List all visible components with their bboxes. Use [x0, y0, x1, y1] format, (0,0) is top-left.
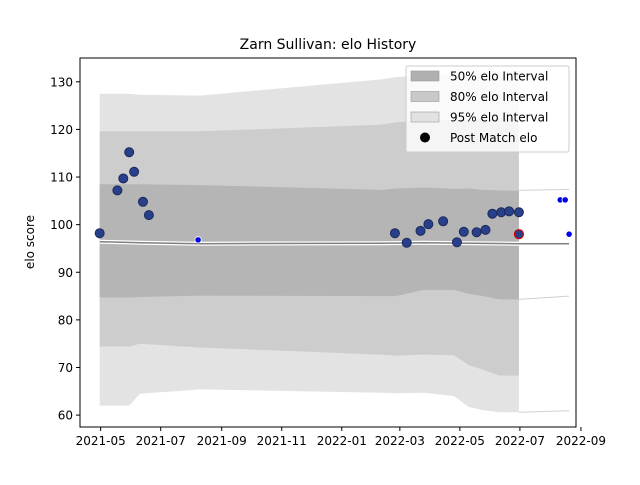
y-tick-label: 70 — [58, 361, 73, 375]
y-axis: 60 70 80 90 100 110 120 130 — [50, 75, 80, 423]
projection-line-p95-upper — [518, 188, 570, 191]
post-match-point — [137, 196, 148, 207]
x-tick-label: 2022-01 — [317, 434, 367, 448]
post-match-point — [129, 166, 140, 177]
legend-swatch — [410, 91, 440, 102]
mean-elo-line — [99, 241, 570, 245]
projection-line-p95-lower — [518, 410, 570, 413]
y-tick-label: 100 — [50, 218, 73, 232]
legend-marker — [420, 132, 430, 143]
post-match-point — [458, 226, 469, 237]
y-tick-label: 130 — [50, 75, 73, 89]
post-match-point — [415, 225, 426, 236]
x-tick-label: 2021-11 — [257, 434, 307, 448]
x-tick-label: 2022-07 — [495, 434, 545, 448]
post-match-point — [451, 237, 462, 248]
x-axis: 2021-05 2021-07 2021-09 2021-11 2022-01 2022-… — [76, 427, 606, 448]
post-match-point — [124, 147, 135, 158]
legend-label: 50% elo Interval — [450, 70, 548, 84]
legend-swatch — [410, 70, 440, 82]
last-match-point — [513, 229, 525, 240]
legend-box — [405, 65, 570, 153]
post-match-point — [143, 210, 154, 221]
y-tick-label: 60 — [58, 409, 73, 423]
chart-title: Zarn Sullivan: elo History — [240, 37, 417, 53]
post-match-point — [438, 216, 449, 227]
post-match-point — [401, 237, 412, 248]
legend: 50% elo Interval 80% elo Interval 95% elo … — [405, 65, 570, 153]
post-match-point — [112, 185, 123, 196]
legend-label: 80% elo Interval — [450, 90, 548, 104]
future-match-point — [561, 196, 569, 204]
x-tick-label: 2021-09 — [197, 434, 247, 448]
projection-line-p50-lower — [518, 295, 570, 300]
legend-swatch — [410, 111, 440, 123]
x-tick-label: 2022-09 — [556, 434, 606, 448]
y-tick-label: 80 — [58, 313, 73, 327]
x-tick-label: 2021-07 — [136, 434, 186, 448]
post-match-point — [480, 224, 491, 235]
plot-frame — [79, 57, 577, 428]
post-match-point — [389, 228, 400, 239]
legend-label: 95% elo Interval — [450, 111, 548, 125]
x-tick-label: 2022-03 — [375, 434, 425, 448]
post-match-point — [118, 173, 129, 184]
post-match-point — [471, 227, 482, 238]
x-tick-label: 2022-05 — [435, 434, 485, 448]
y-tick-label: 110 — [50, 171, 73, 185]
legend-label: Post Match elo — [450, 131, 537, 145]
future-match-point — [565, 230, 573, 238]
y-tick-label: 90 — [58, 266, 73, 280]
post-match-point — [423, 219, 434, 230]
post-match-point — [487, 208, 498, 219]
x-tick-label: 2021-05 — [76, 434, 126, 448]
post-match-point — [513, 207, 524, 218]
future-match-point — [194, 236, 202, 244]
y-tick-label: 120 — [50, 123, 73, 137]
post-match-point — [94, 228, 105, 239]
y-axis-label: elo score — [23, 215, 37, 269]
plot-area — [94, 70, 573, 413]
post-match-point — [504, 206, 515, 217]
